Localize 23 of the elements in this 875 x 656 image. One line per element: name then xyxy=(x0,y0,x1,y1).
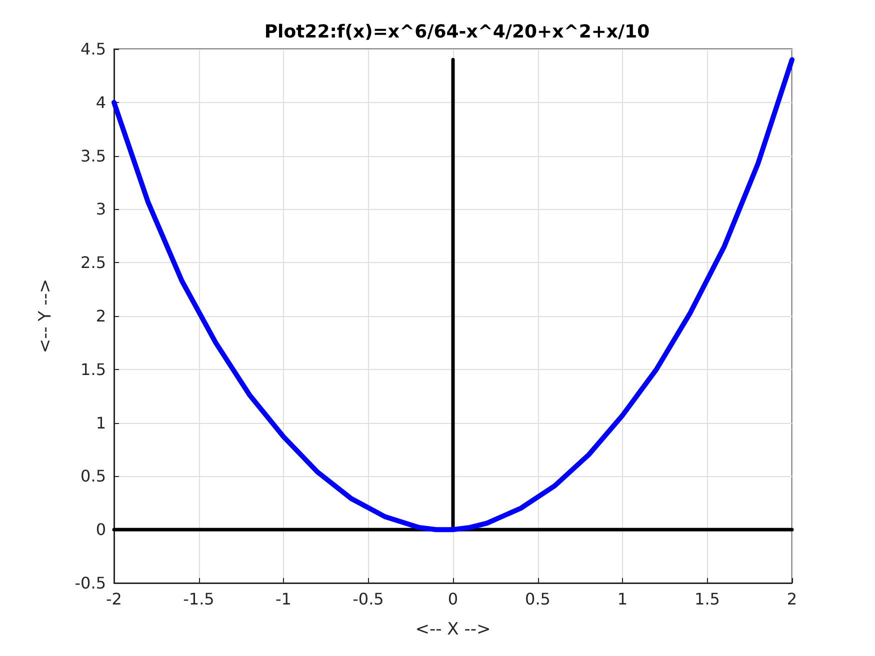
x-tick-label: 0.5 xyxy=(525,590,550,608)
y-tick-label: 0 xyxy=(96,520,106,540)
chart-title: Plot22:f(x)=x^6/64-x^4/20+x^2+x/10 xyxy=(264,22,650,42)
y-axis-title: <-- Y --> xyxy=(36,278,56,354)
y-tick-label: 2.5 xyxy=(80,253,106,272)
y-tick-label: 2 xyxy=(96,306,106,326)
x-axis-title: <-- X --> xyxy=(415,620,491,640)
x-tick-label: 2 xyxy=(786,590,798,608)
x-tick-label: 1 xyxy=(617,590,628,608)
y-tick-label: 1.5 xyxy=(80,360,106,379)
y-tick-label: 0.5 xyxy=(80,466,106,486)
x-tick-label: 1.5 xyxy=(694,590,720,608)
x-tick-label: -2 xyxy=(106,590,122,608)
y-tick-label: 4 xyxy=(96,92,106,112)
y-tick-label: 4.5 xyxy=(80,40,106,58)
x-tick-label: -1.5 xyxy=(183,590,214,608)
y-tick-label: -0.5 xyxy=(74,574,106,592)
y-tick-label: 3.5 xyxy=(80,146,106,166)
y-tick-label: 3 xyxy=(96,200,106,219)
y-tick-label: 1 xyxy=(96,413,106,432)
x-tick-label: -0.5 xyxy=(352,590,384,608)
x-tick-label: -1 xyxy=(276,590,292,608)
x-tick-label: 0 xyxy=(448,590,458,608)
